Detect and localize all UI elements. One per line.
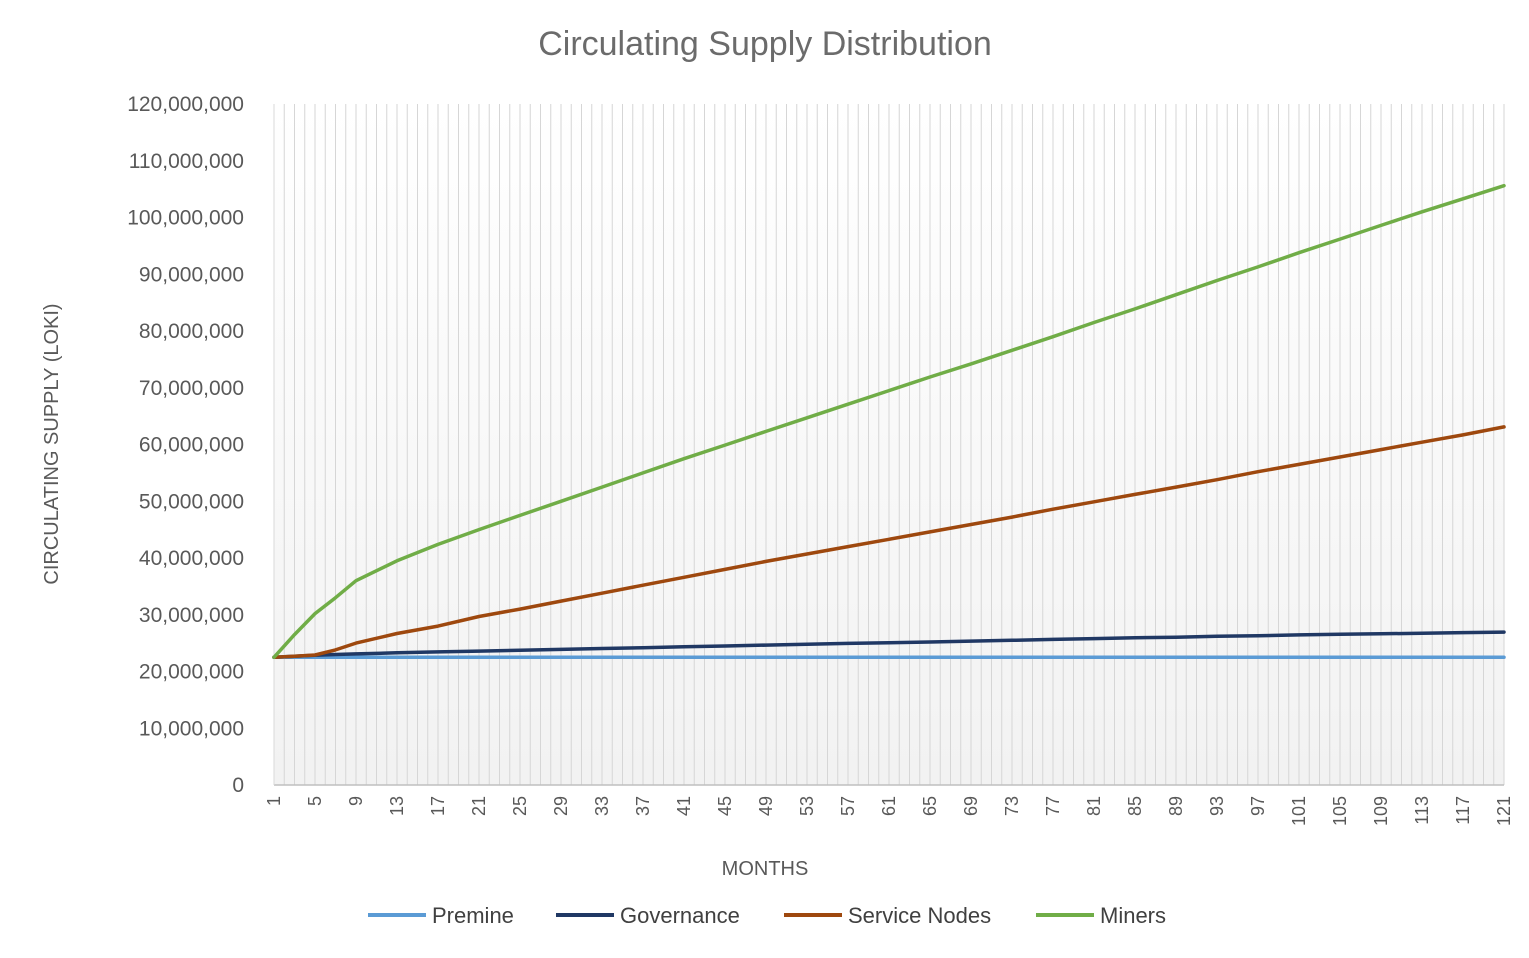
vertical-gridlines — [273, 104, 1505, 785]
x-tick-label: 77 — [1043, 796, 1063, 816]
series-line-service-nodes — [272, 425, 1506, 660]
x-tick-label: 101 — [1289, 796, 1309, 826]
x-tick-label: 9 — [346, 796, 366, 806]
legend: Premine Governance Service Nodes Miners — [368, 903, 1166, 928]
y-tick-label: 90,000,000 — [139, 263, 244, 286]
x-tick-label: 105 — [1330, 796, 1350, 826]
x-tick-label: 17 — [428, 796, 448, 816]
x-tick-label: 49 — [756, 796, 776, 816]
x-tick-label: 37 — [633, 796, 653, 816]
x-tick-label: 121 — [1494, 796, 1514, 826]
y-tick-label: 120,000,000 — [127, 93, 244, 116]
y-tick-label: 70,000,000 — [139, 377, 244, 400]
y-tick-label: 100,000,000 — [127, 207, 244, 230]
axes: 0 10,000,000 20,000,000 30,000,000 40,000,00… — [127, 93, 1514, 826]
x-tick-label: 97 — [1248, 796, 1268, 816]
x-tick-label: 5 — [305, 796, 325, 806]
legend-label-service-nodes: Service Nodes — [848, 903, 991, 928]
x-tick-label: 13 — [387, 796, 407, 816]
x-tick-label: 117 — [1453, 796, 1473, 825]
x-tick-label: 41 — [674, 796, 694, 816]
x-tick-label: 33 — [592, 796, 612, 816]
x-tick-label: 89 — [1166, 796, 1186, 816]
x-tick-label: 21 — [469, 796, 489, 816]
y-tick-label: 110,000,000 — [129, 150, 244, 173]
x-tick-label: 57 — [838, 796, 858, 816]
y-tick-label: 40,000,000 — [139, 547, 244, 570]
chart-title: Circulating Supply Distribution — [538, 25, 992, 63]
x-tick-label: 61 — [879, 796, 899, 816]
x-tick-label: 81 — [1084, 796, 1104, 816]
y-axis-title: CIRCULATING SUPPLY (LOKI) — [41, 303, 63, 584]
y-tick-label: 20,000,000 — [139, 661, 244, 684]
x-tick-label: 29 — [551, 796, 571, 816]
y-tick-label: 60,000,000 — [139, 434, 244, 457]
y-tick-label: 30,000,000 — [139, 604, 244, 627]
x-tick-label: 73 — [1002, 796, 1022, 816]
y-tick-label: 80,000,000 — [139, 320, 244, 343]
series-line-governance — [272, 630, 1506, 660]
x-tick-label: 1 — [264, 796, 284, 806]
x-tick-label: 93 — [1207, 796, 1227, 816]
series-lines — [272, 183, 1506, 660]
x-axis-title: MONTHS — [722, 858, 809, 880]
x-tick-label: 45 — [715, 796, 735, 816]
x-tick-label: 65 — [920, 796, 940, 816]
y-tick-label: 0 — [232, 774, 244, 797]
x-tick-label: 109 — [1371, 796, 1391, 826]
x-tick-label: 113 — [1412, 796, 1432, 825]
y-tick-label: 10,000,000 — [139, 717, 244, 740]
legend-label-governance: Governance — [620, 903, 740, 928]
legend-label-miners: Miners — [1100, 903, 1166, 928]
series-line-miners — [272, 183, 1506, 660]
legend-label-premine: Premine — [432, 903, 514, 928]
x-tick-label: 85 — [1125, 796, 1145, 816]
x-tick-label: 69 — [961, 796, 981, 816]
x-tick-label: 53 — [797, 796, 817, 816]
y-tick-label: 50,000,000 — [139, 490, 244, 513]
x-tick-label: 25 — [510, 796, 530, 816]
